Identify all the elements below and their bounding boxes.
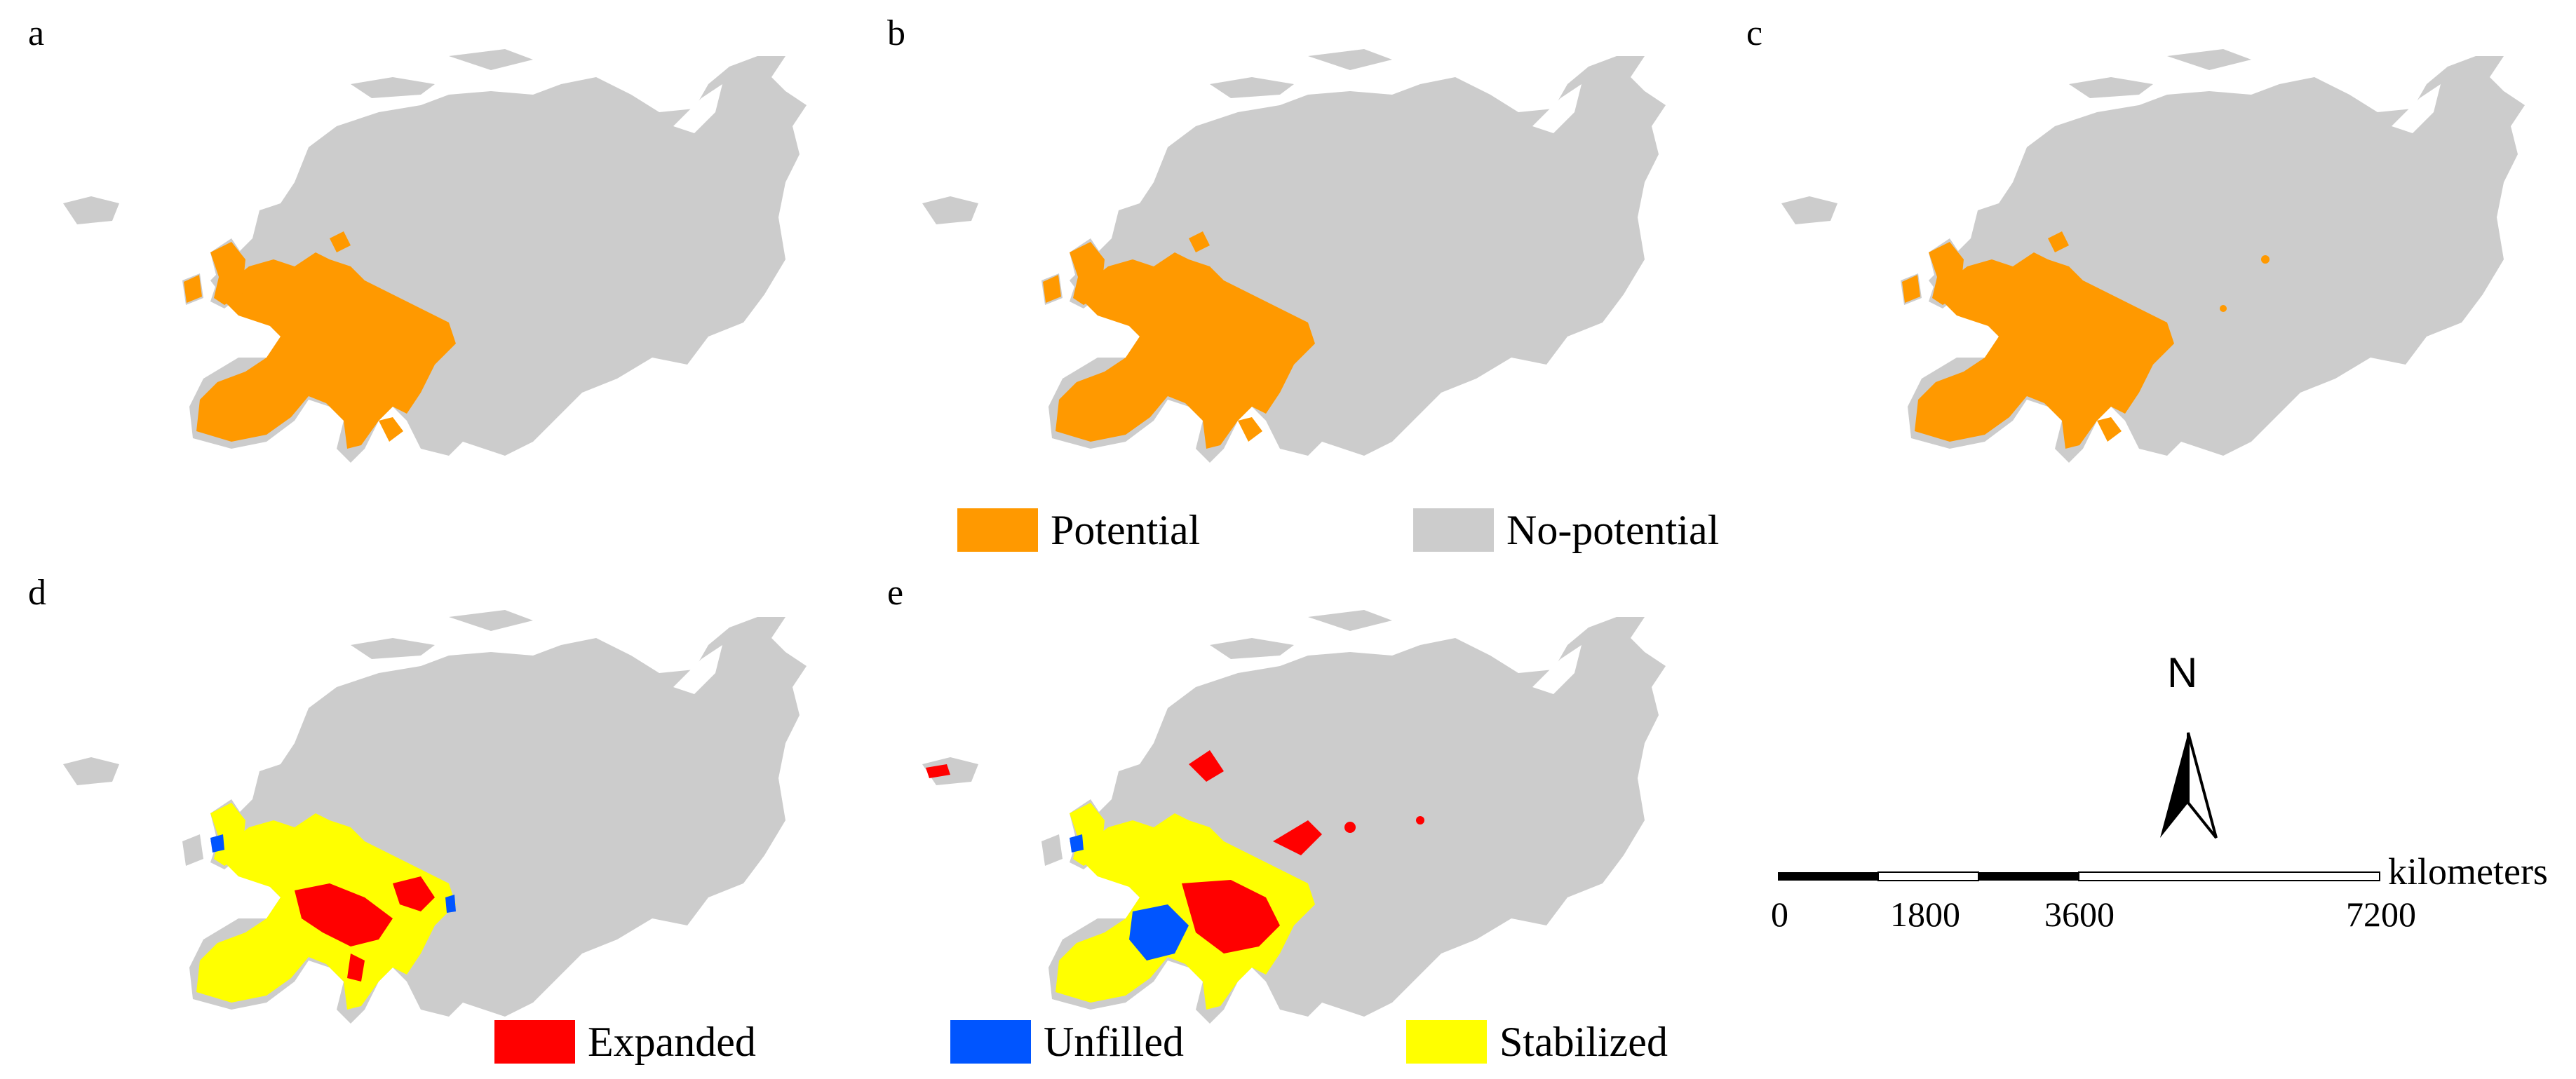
legend-unfilled-label: Unfilled	[1044, 1019, 1184, 1065]
legend-stabilized: Stabilized	[1406, 1020, 1668, 1064]
scale-tick-1800: 1800	[1890, 895, 1960, 934]
legend-potential-swatch	[957, 508, 1038, 552]
legend-no-potential-label: No-potential	[1506, 507, 1720, 553]
map-panel-c	[1718, 28, 2525, 477]
legend-no-potential: No-potential	[1413, 508, 1719, 552]
map-panel-b	[859, 28, 1666, 477]
panel-label-a: a	[28, 13, 45, 53]
map-panel-a	[0, 28, 807, 477]
legend-potential-label: Potential	[1051, 507, 1201, 553]
legend-stabilized-label: Stabilized	[1499, 1019, 1668, 1065]
legend-expanded: Expanded	[494, 1020, 756, 1064]
legend-expanded-label: Expanded	[588, 1019, 756, 1065]
panel-label-d: d	[28, 573, 46, 613]
map-panel-e	[859, 589, 1666, 1038]
legend-expanded-swatch	[494, 1020, 575, 1064]
panel-label-c: c	[1746, 13, 1763, 53]
legend-unfilled: Unfilled	[950, 1020, 1184, 1064]
north-arrow-label: N	[2167, 649, 2198, 696]
legend-stabilized-swatch	[1406, 1020, 1487, 1064]
map-panel-d	[0, 589, 807, 1038]
scale-unit-label: kilometers	[2388, 850, 2548, 893]
legend-unfilled-swatch	[950, 1020, 1031, 1064]
legend-no-potential-swatch	[1413, 508, 1494, 552]
north-arrow-icon	[2146, 698, 2230, 873]
panel-label-b: b	[887, 13, 905, 53]
scale-tick-7200: 7200	[2346, 895, 2416, 934]
panel-label-e: e	[887, 573, 904, 613]
scale-tick-0: 0	[1771, 895, 1788, 934]
scale-tick-3600: 3600	[2044, 895, 2115, 934]
scale-bar	[1778, 871, 2380, 881]
legend-potential: Potential	[957, 508, 1200, 552]
